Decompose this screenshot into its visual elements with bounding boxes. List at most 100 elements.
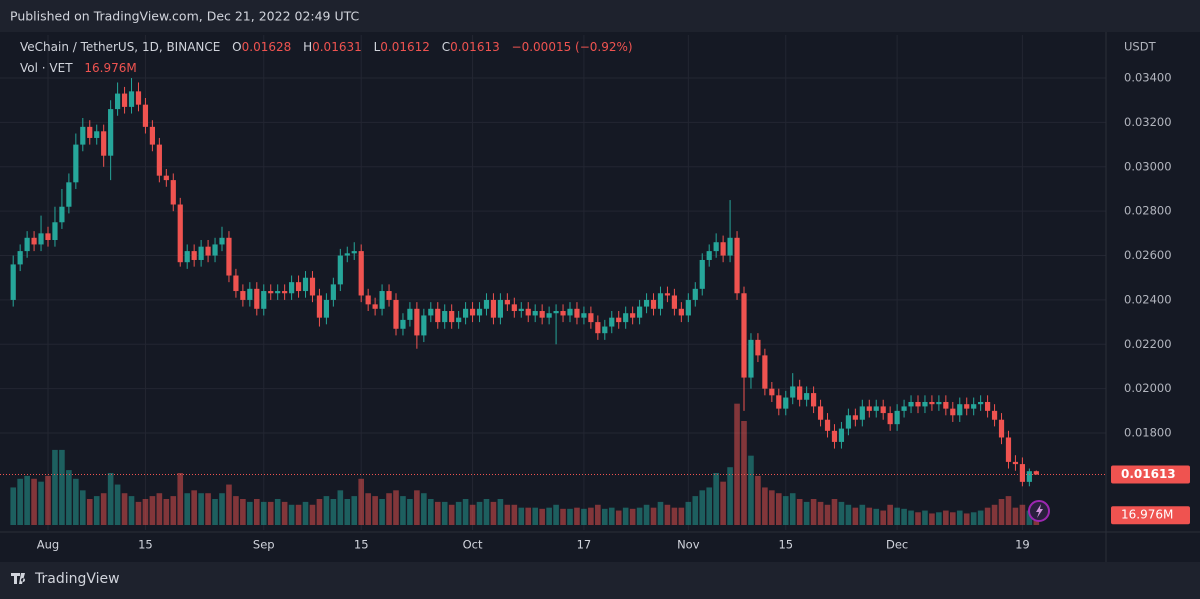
candle-body [463,308,469,318]
candle-body [929,401,935,405]
candle-body [456,317,462,323]
candle-body [783,397,789,409]
volume-bar [991,504,998,525]
candle-body [177,204,183,263]
candle-body [824,419,831,431]
candle-body [741,293,747,378]
volume-bar [984,507,991,525]
volume-bar [1026,510,1033,525]
candle-body [978,401,984,405]
candle-body [94,131,100,138]
candle-body [233,275,239,292]
volume-bar [970,512,977,525]
candle-body [908,401,914,407]
volume-bar [226,484,232,525]
volume-bar [706,487,712,525]
volume-bar [233,496,239,525]
candle-body [755,339,761,356]
volume-bar [963,513,970,525]
volume-bar [358,478,364,525]
volume-bar [546,507,552,525]
candle-body [936,401,942,405]
candle-body [372,304,378,309]
volume-bar [483,499,490,525]
volume-bar [10,487,16,525]
candle-body [518,308,524,312]
candle-body [943,401,949,409]
volume-bar [240,499,246,525]
close-value: 0.01613 [450,40,500,54]
candle-body [616,317,622,323]
candle-body [149,126,155,145]
volume-bar [629,508,636,525]
volume-bar [567,508,573,525]
candles [10,78,1039,487]
volume-bar [351,496,358,525]
key-open: O [232,40,242,54]
candle-body [957,404,963,416]
volume-bar [636,507,643,525]
candle-body [971,404,977,409]
candle-body [776,395,782,409]
candle-body [602,326,608,334]
candle-body [915,401,921,407]
candle-body [115,93,121,110]
candle-body [282,291,288,294]
candle-body [101,131,107,156]
volume-bar [769,490,775,525]
volume-bar [755,475,761,525]
volume-bar [574,507,580,525]
candle-body [379,291,385,309]
candle-body [553,311,559,314]
y-tick-label: 0.02200 [1124,337,1172,351]
volume-bar [713,473,719,525]
volume-bar [149,496,156,525]
volume-bar [908,510,914,525]
volume-bar [762,487,768,525]
volume-bar [52,449,58,525]
volume-bar [504,504,511,525]
candle-body [748,339,754,378]
candle-body [880,406,886,414]
volume-bar [776,493,782,525]
candle-body [831,430,838,442]
candle-body [678,308,684,316]
candle-body [247,288,253,300]
candle-body [504,299,510,305]
volume-bar [93,496,100,525]
candle-body [588,313,594,323]
volume-legend: Vol · VET 16.976M [20,61,137,75]
volume-bar [142,499,149,525]
volume-bar [650,507,657,525]
volume-bar [86,499,93,525]
candle-body [351,251,357,254]
volume-bar [365,493,371,525]
x-tick-label: Aug [37,538,59,552]
candle-body [386,291,392,300]
candle-body [73,144,79,183]
volume-bar [490,501,497,525]
candle-body [449,311,455,323]
candle-body [435,308,441,323]
candle-body [985,401,991,411]
candle-body [483,299,490,309]
volume-bar [880,510,886,525]
candle-body [226,237,232,276]
candle-body [713,242,719,252]
volume-bar [831,499,838,525]
x-tick-label: 15 [778,538,793,552]
volume-bar [73,478,79,525]
volume-bar [692,496,699,525]
volume-bar [1005,496,1012,525]
candle-body [323,299,329,318]
volume-bar [212,499,218,525]
candle-body [31,237,37,245]
volume-bar [38,481,44,525]
volume-bar [824,504,831,525]
candle-body [567,308,573,316]
volume-bar [24,475,30,525]
candle-body [511,304,517,312]
candle-body [950,408,956,416]
volume-bar [281,501,288,525]
